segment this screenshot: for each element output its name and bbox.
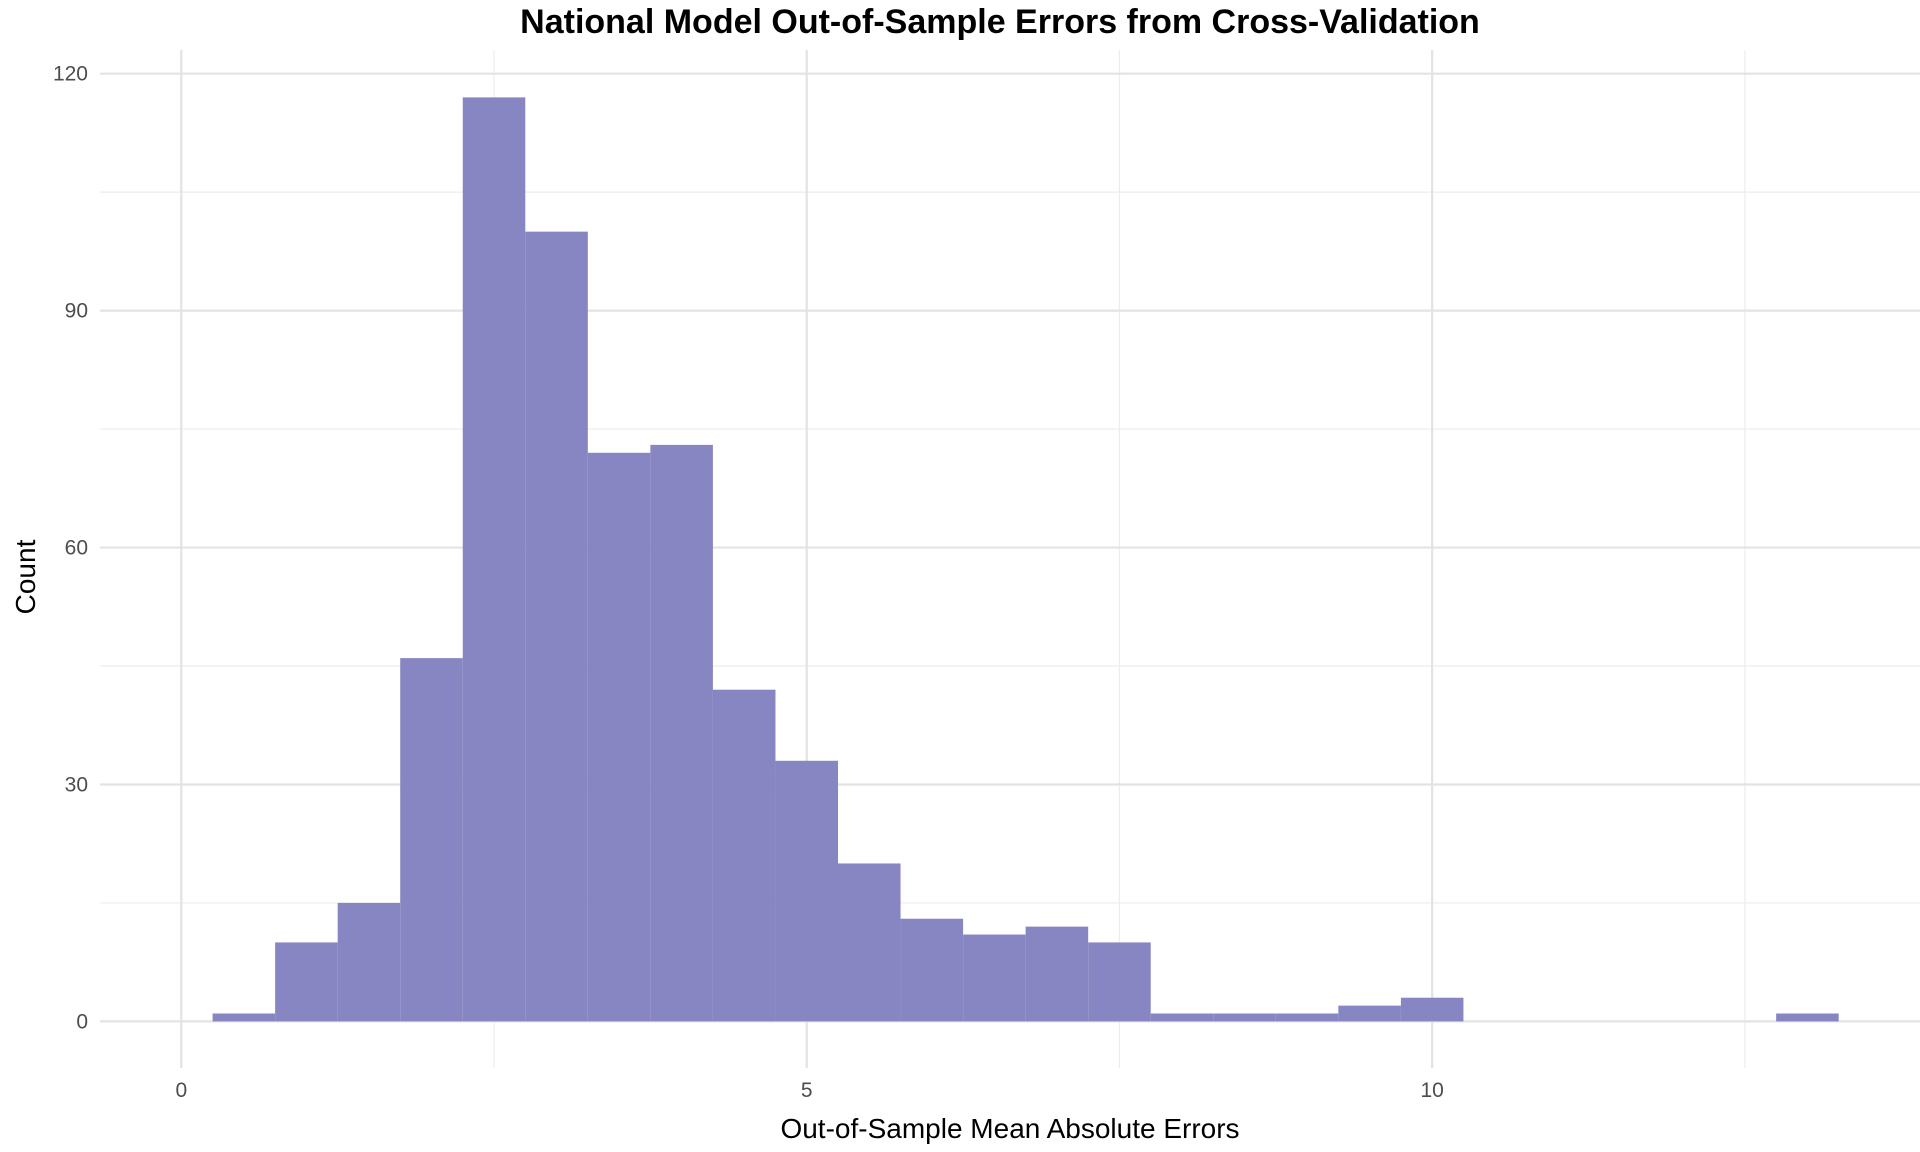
histogram-bar [1400,997,1464,1022]
histogram-bar [1275,1013,1339,1022]
histogram-bar [650,444,713,1022]
histogram-bar [337,902,401,1022]
histogram-bar [1213,1013,1276,1022]
histogram-bar [275,942,338,1022]
y-tick-label: 0 [76,1010,88,1033]
tick-labels: 0 30 60 90 120 0 5 10 [53,63,1444,1102]
histogram-bar [462,97,526,1022]
histogram-bar [212,1013,276,1022]
chart-title: National Model Out-of-Sample Errors from… [520,3,1480,41]
histogram-bar [1150,1013,1214,1022]
histogram-bar [838,863,901,1022]
histogram-bar [712,689,776,1022]
histogram-bar [775,760,839,1022]
y-tick-label: 30 [65,773,88,796]
histogram-bar [587,452,651,1022]
y-tick-label: 120 [53,63,88,86]
x-tick-label: 5 [801,1079,813,1102]
histogram-bar [1025,926,1089,1022]
histogram-bar [525,231,588,1022]
histogram-bar [1088,942,1151,1022]
histogram-bar [963,934,1026,1022]
histogram-bars [212,97,1839,1022]
histogram-bar [1338,1005,1401,1022]
histogram-bar [400,658,463,1022]
histogram-bar [1776,1013,1839,1022]
x-tick-label: 0 [175,1079,187,1102]
histogram-bar [900,918,964,1022]
y-tick-label: 90 [65,300,88,323]
y-tick-label: 60 [65,537,88,560]
y-axis-label: Count [10,539,41,614]
x-tick-label: 10 [1420,1079,1443,1102]
x-axis-label: Out-of-Sample Mean Absolute Errors [780,1113,1239,1144]
